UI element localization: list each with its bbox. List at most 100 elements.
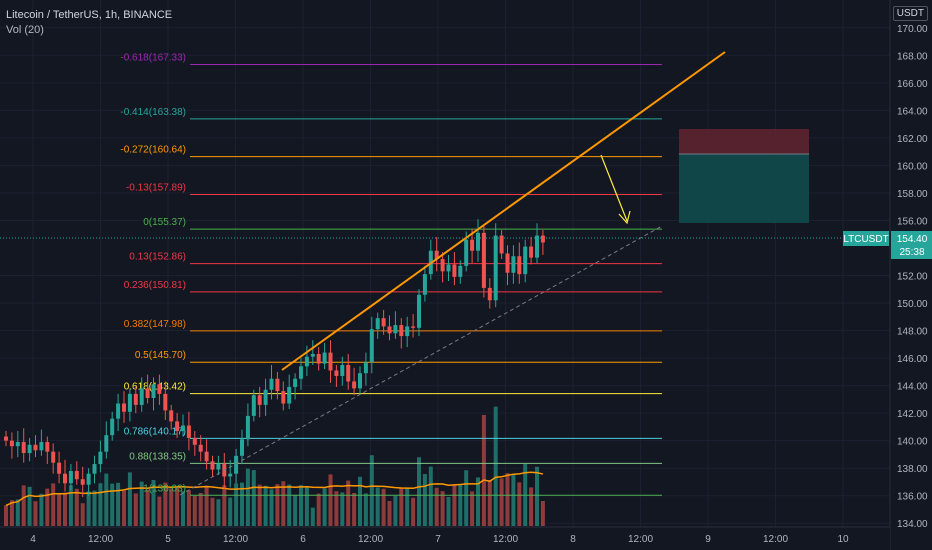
candle-body bbox=[299, 366, 303, 379]
volume-bar bbox=[452, 485, 457, 526]
candle-body bbox=[381, 318, 386, 327]
fib-level-label: 0.786(140.17) bbox=[124, 426, 186, 437]
volume-bar bbox=[45, 488, 50, 526]
volume-bar bbox=[116, 482, 121, 526]
chart-drawings[interactable] bbox=[179, 51, 809, 496]
time-tick-label: 12:00 bbox=[88, 534, 113, 545]
price-tick-label: 168.00 bbox=[897, 51, 928, 62]
candle-body bbox=[175, 421, 180, 432]
time-tick-label: 6 bbox=[300, 534, 306, 545]
candle-body bbox=[417, 294, 421, 328]
volume-bar bbox=[122, 490, 126, 526]
candle-body bbox=[422, 274, 427, 295]
candle-body bbox=[110, 418, 115, 436]
volume-bar bbox=[234, 483, 239, 526]
symbol-badge-bg bbox=[843, 231, 889, 246]
volume-bar bbox=[139, 481, 144, 526]
volume-bar bbox=[163, 482, 168, 526]
candle-body bbox=[269, 378, 274, 390]
fib-level-label: -0.13(157.89) bbox=[126, 182, 186, 193]
volume-bar bbox=[434, 487, 439, 526]
volume-bar bbox=[334, 491, 339, 526]
volume-bar bbox=[68, 485, 73, 526]
volume-bar bbox=[216, 499, 221, 526]
volume-bar bbox=[57, 493, 62, 526]
volume-bar bbox=[346, 480, 351, 526]
candle-body bbox=[210, 461, 215, 470]
volume-bar bbox=[511, 474, 516, 526]
volume-bar bbox=[39, 493, 44, 526]
reward-zone[interactable] bbox=[679, 154, 809, 223]
price-badges: LTCUSDT 154.40 25:38 bbox=[843, 231, 932, 259]
candle-body bbox=[245, 415, 250, 440]
volume-bar bbox=[310, 507, 315, 526]
candle-body bbox=[15, 442, 20, 447]
candle-body bbox=[352, 381, 357, 389]
volume-bar bbox=[251, 470, 256, 526]
price-tick-label: 150.00 bbox=[897, 299, 928, 310]
volume-bars bbox=[4, 406, 545, 526]
candle-body bbox=[334, 370, 339, 376]
volume-bar bbox=[399, 488, 404, 526]
candle-body bbox=[198, 444, 203, 452]
candle-body bbox=[21, 442, 26, 454]
price-tick-label: 170.00 bbox=[897, 24, 928, 35]
countdown-badge: 25:38 bbox=[899, 247, 924, 258]
volume-bar bbox=[440, 491, 445, 526]
time-tick-label: 10 bbox=[837, 534, 849, 545]
support-dashed-line[interactable] bbox=[179, 225, 663, 496]
candle-body bbox=[535, 235, 539, 258]
candle-body bbox=[346, 364, 351, 382]
fib-level-label: 0(155.37) bbox=[143, 217, 186, 228]
candle-body bbox=[304, 356, 309, 367]
time-tick-label: 4 bbox=[30, 534, 36, 545]
price-axis[interactable]: 170.00 168.00 166.00 164.00 162.00 160.00 158.… bbox=[889, 0, 932, 550]
projection-arrow-line[interactable] bbox=[600, 154, 628, 222]
volume-bar bbox=[192, 496, 197, 526]
price-tick-label: 148.00 bbox=[897, 327, 928, 338]
candle-body bbox=[27, 444, 32, 454]
candle-body bbox=[399, 325, 404, 337]
volume-bar bbox=[340, 492, 345, 526]
candle-body bbox=[470, 239, 475, 251]
volume-bar bbox=[487, 480, 492, 526]
volume-bar bbox=[86, 491, 91, 526]
volume-bar bbox=[458, 484, 463, 526]
time-tick-label: 12:00 bbox=[223, 534, 248, 545]
trend-line[interactable] bbox=[281, 51, 726, 371]
price-tick-label: 146.00 bbox=[897, 354, 928, 365]
time-axis[interactable]: 4 12:00 5 12:00 6 12:00 7 12:00 8 12:00 9 12:00 10 bbox=[0, 526, 890, 550]
volume-bar bbox=[304, 486, 309, 526]
price-tick-label: 140.00 bbox=[897, 437, 928, 448]
price-tick-label: 162.00 bbox=[897, 134, 928, 145]
volume-bar bbox=[393, 495, 398, 526]
candle-body bbox=[493, 235, 498, 301]
fib-level-label: 0.5(145.70) bbox=[135, 350, 186, 361]
volume-bar bbox=[169, 488, 174, 526]
candle-body bbox=[4, 436, 8, 441]
candle-body bbox=[375, 318, 380, 330]
price-tick-label: 142.00 bbox=[897, 409, 928, 420]
candle-body bbox=[145, 388, 150, 398]
candle-body bbox=[104, 435, 109, 452]
volume-bar bbox=[328, 474, 333, 526]
candle-body bbox=[151, 384, 156, 398]
volume-bar bbox=[74, 488, 79, 526]
risk-zone[interactable] bbox=[679, 129, 809, 154]
volume-bar bbox=[9, 500, 14, 526]
candle-body bbox=[275, 378, 280, 392]
volume-bar bbox=[464, 470, 469, 526]
volume-bar bbox=[110, 483, 115, 526]
candle-body bbox=[251, 395, 256, 416]
fib-levels[interactable]: -0.618(167.33) -0.414(163.38) -0.272(160.6… bbox=[120, 53, 662, 496]
candle-body bbox=[192, 437, 197, 445]
time-axis-bg bbox=[0, 527, 890, 550]
price-tick-label: 152.00 bbox=[897, 272, 928, 283]
last-price-badge: 154.40 bbox=[897, 234, 928, 245]
fib-level-label: 0.88(138.35) bbox=[129, 451, 186, 462]
volume-bar bbox=[287, 484, 292, 526]
fib-level-label: 0.236(150.81) bbox=[124, 280, 186, 291]
currency-unit[interactable]: USDT bbox=[892, 6, 928, 21]
candle-body bbox=[340, 364, 345, 376]
